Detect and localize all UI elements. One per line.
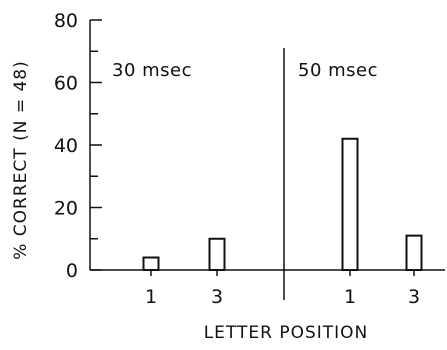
bar — [142, 256, 160, 271]
bars — [142, 137, 423, 271]
y-axis-title: % CORRECT (N = 48) — [11, 60, 31, 260]
bar — [405, 234, 423, 271]
x-tick-label: 3 — [408, 286, 420, 308]
y-tick-label: 60 — [54, 73, 78, 95]
x-tick-label: 3 — [211, 286, 223, 308]
x-tick-label: 1 — [344, 286, 356, 308]
x-axis-title: LETTER POSITION — [204, 323, 369, 343]
y-tick-label: 40 — [54, 135, 78, 157]
labels: 0 20 40 60 80 % CORRECT (N = 48) LETTER POSITI… — [11, 10, 420, 343]
y-tick-label: 80 — [54, 10, 78, 32]
bar — [341, 137, 359, 271]
y-tick-label: 20 — [54, 198, 78, 220]
panel-label: 30 msec — [112, 60, 192, 81]
axes — [89, 19, 445, 276]
y-tick-label: 0 — [66, 260, 78, 282]
panels: 30 msec 50 msec — [112, 48, 378, 300]
bar — [208, 237, 226, 271]
panel-label: 50 msec — [298, 60, 378, 81]
x-tick-label: 1 — [145, 286, 157, 308]
